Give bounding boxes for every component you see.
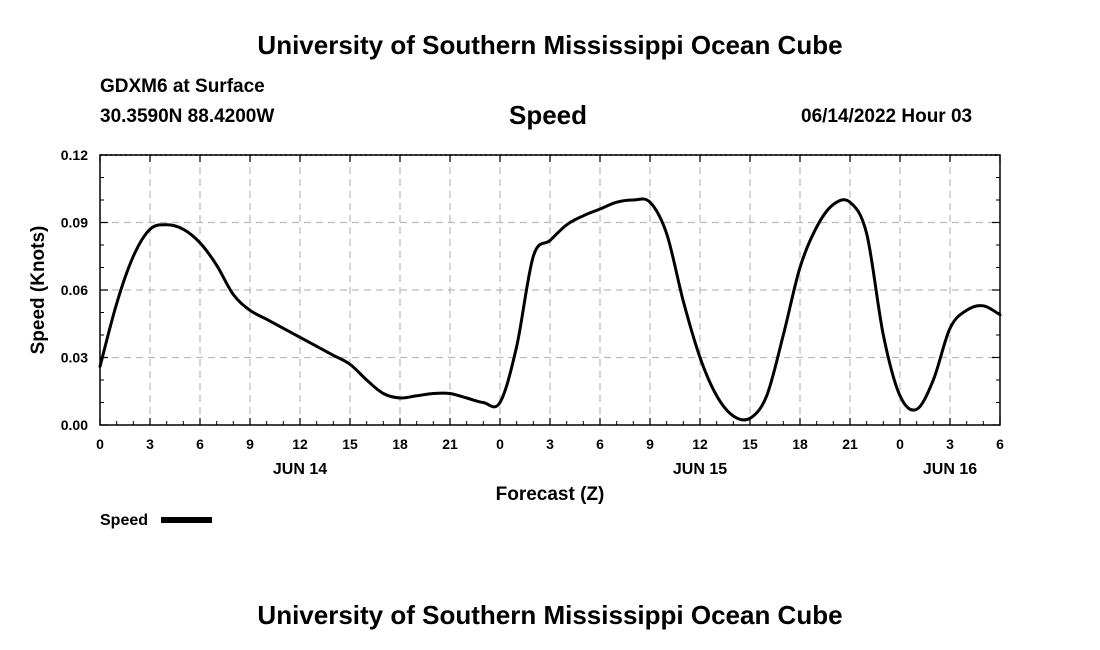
x-tick-label: 18 [792, 436, 808, 452]
x-tick-label: 0 [96, 436, 104, 452]
x-tick-label: 9 [646, 436, 654, 452]
x-tick-label: 9 [246, 436, 254, 452]
x-tick-label: 21 [842, 436, 858, 452]
date-label: 06/14/2022 Hour 03 [801, 106, 973, 127]
x-tick-label: 3 [946, 436, 954, 452]
y-tick-labels: 0.00 0.03 0.06 0.09 0.12 [61, 147, 88, 433]
x-tick-label: 3 [546, 436, 554, 452]
date-label: JUN 16 [923, 461, 977, 478]
plot-frame [99, 154, 1001, 426]
station-label: GDXM6 at Surface [100, 76, 265, 97]
x-tick-label: 0 [496, 436, 504, 452]
legend-swatch [161, 517, 212, 523]
x-tick-label: 12 [692, 436, 708, 452]
coordinates-label: 30.3590N 88.4200W [100, 106, 275, 127]
grid-lines [100, 154, 1000, 425]
y-axis-title: Speed (Knots) [28, 226, 49, 355]
chart-name: Speed [509, 100, 588, 130]
x-tick-label: 6 [596, 436, 604, 452]
x-tick-label: 15 [742, 436, 758, 452]
legend-label: Speed [100, 512, 148, 529]
x-tick-label: 6 [196, 436, 204, 452]
y-tick-label: 0.00 [61, 417, 88, 433]
x-tick-labels: 0 3 6 9 12 15 18 21 0 3 6 9 12 15 18 21 0 3 6 [96, 436, 1004, 452]
date-label: JUN 14 [273, 461, 327, 478]
speed-series-line [98, 197, 1002, 422]
y-tick-label: 0.09 [61, 215, 88, 231]
chart-header-title: University of Southern Mississippi Ocean… [257, 30, 843, 60]
y-tick-label: 0.03 [61, 350, 88, 366]
x-axis-title: Forecast (Z) [496, 484, 605, 505]
date-labels: JUN 14 JUN 15 JUN 16 [273, 461, 977, 478]
y-tick-label: 0.12 [61, 147, 88, 163]
x-tick-label: 18 [392, 436, 408, 452]
x-tick-label: 15 [342, 436, 358, 452]
x-tick-label: 0 [896, 436, 904, 452]
x-tick-label: 21 [442, 436, 458, 452]
y-tick-label: 0.06 [61, 282, 88, 298]
date-label: JUN 15 [673, 461, 727, 478]
x-tick-label: 12 [292, 436, 308, 452]
x-tick-label: 3 [146, 436, 154, 452]
x-tick-label: 6 [996, 436, 1004, 452]
chart-footer-title: University of Southern Mississippi Ocean… [257, 600, 843, 630]
